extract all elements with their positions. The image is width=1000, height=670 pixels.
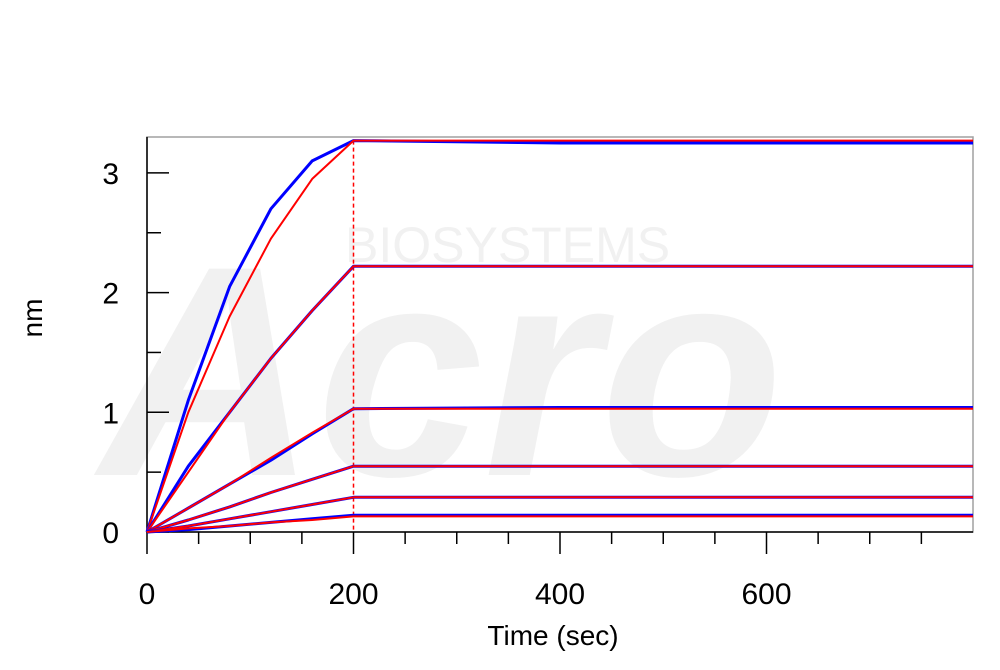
x-tick-label: 200	[328, 578, 378, 611]
fit-curve	[146, 465, 973, 533]
x-tick-label: 400	[535, 578, 585, 611]
measured-curve	[145, 139, 973, 533]
fit-curve	[146, 496, 973, 533]
axis-ticks	[146, 172, 923, 554]
y-tick-label: 1	[102, 397, 119, 430]
fit-curve	[146, 407, 973, 533]
fit-curve	[146, 139, 973, 533]
series-1	[145, 139, 973, 533]
x-tick-label: 600	[741, 578, 791, 611]
y-tick-label: 3	[102, 158, 119, 191]
y-tick-label: 2	[102, 278, 119, 311]
watermark-subtext: BIOSYSTEMS	[345, 217, 670, 273]
series-layer	[145, 139, 973, 534]
series-4	[146, 464, 973, 534]
x-tick-label: 0	[139, 578, 156, 611]
fit-curve	[146, 265, 973, 533]
axis-tick-labels: 0 1 2 3 0 200 400 600	[102, 158, 791, 611]
watermark: Acro BIOSYSTEMS	[91, 203, 784, 539]
series-6	[146, 513, 973, 534]
y-tick-label: 0	[102, 517, 119, 550]
y-axis-title: nm	[17, 299, 48, 338]
series-5	[146, 495, 973, 534]
x-axis-title: Time (sec)	[487, 620, 618, 651]
series-3	[146, 406, 973, 534]
series-2	[145, 264, 973, 533]
fit-curve	[146, 515, 973, 533]
